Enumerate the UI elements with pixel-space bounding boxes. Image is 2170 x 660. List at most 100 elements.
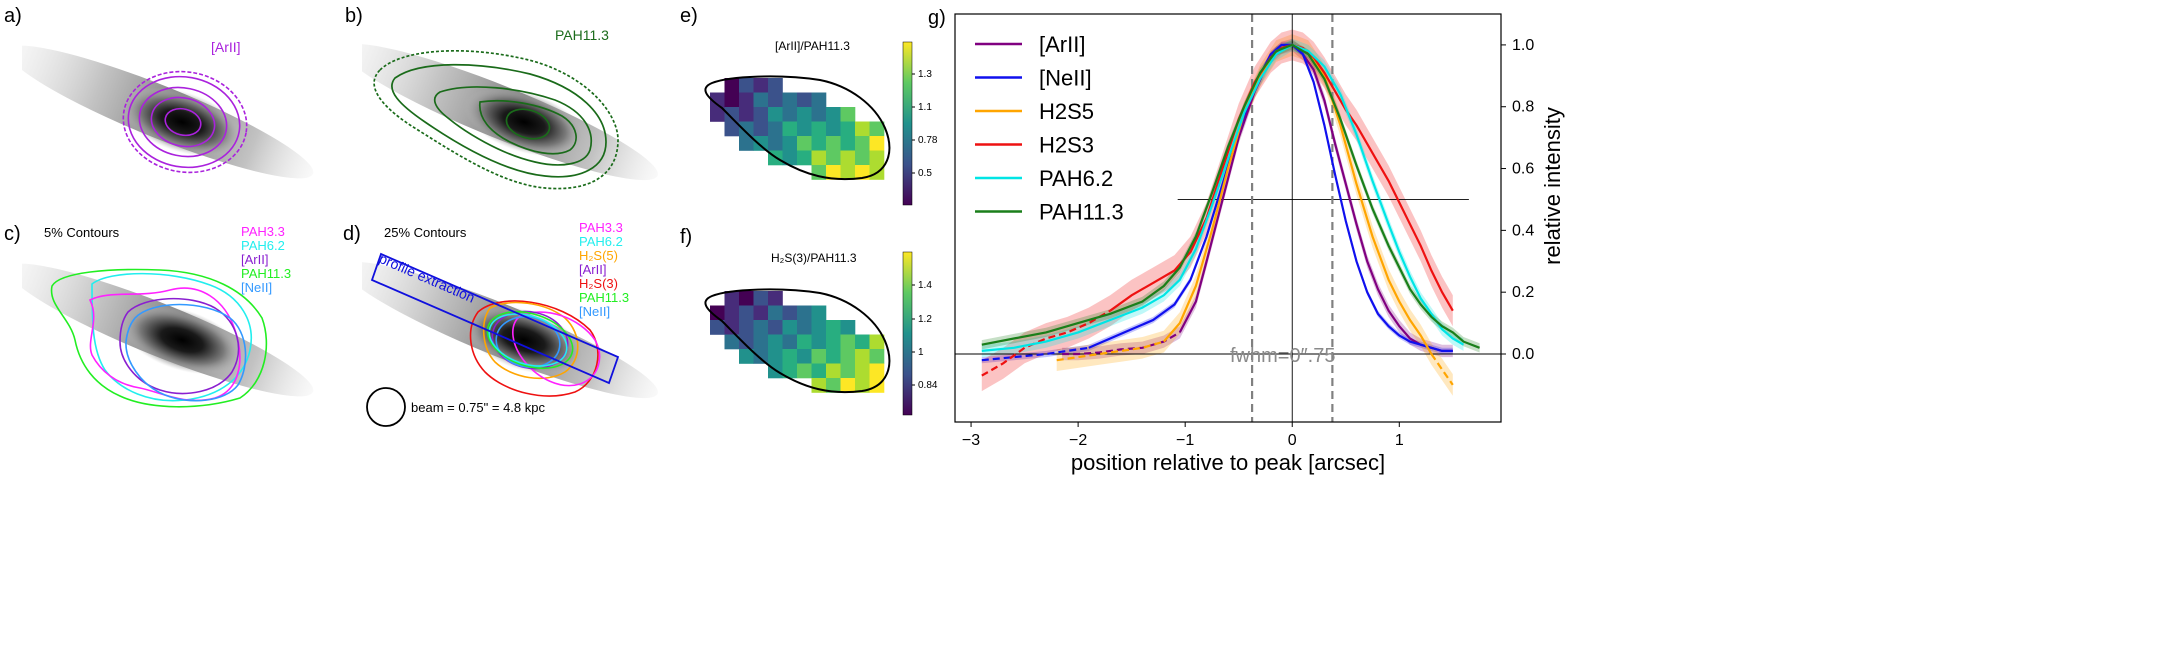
ratio-map-pixel (840, 363, 856, 379)
ratio-map-pixel (739, 136, 754, 151)
panel-b-line-label: PAH11.3 (555, 27, 609, 43)
ratio-map-pixel (797, 150, 812, 166)
ratio-map-pixel (782, 150, 798, 166)
band-H2S5 (1056, 34, 1453, 396)
panel-a: a) [ArII] (4, 5, 314, 179)
panel-a-line-label: [ArII] (211, 39, 241, 55)
ratio-map-pixel (797, 107, 812, 122)
ratio-map-pixel (840, 320, 856, 335)
y-tick-label: 0.6 (1512, 161, 1534, 178)
legend-label: [NeII] (1039, 66, 1092, 91)
y-tick-label: 0.4 (1512, 222, 1534, 239)
ratio-map-pixel (855, 165, 870, 180)
ratio-map-pixel (768, 107, 783, 122)
ratio-map-pixel (724, 305, 740, 321)
ratio-map-pixel (811, 363, 827, 379)
ratio-map-pixel (739, 121, 754, 137)
ratio-map-pixel (797, 305, 812, 321)
panel-a-galaxy-image (22, 45, 314, 179)
ratio-map-pixel (811, 121, 827, 137)
panel-f-ratio-map (710, 291, 885, 393)
panel-c-legend-item: [NeII] (241, 280, 272, 295)
series-dashed-[NeII] (981, 346, 1089, 362)
panel-d-legend-item: [NeII] (579, 304, 610, 319)
panel-f: f) H₂S(3)/PAH11.3 1.4 1.2 1 0.84 (680, 226, 938, 416)
beam-circle (366, 387, 406, 427)
chart-axes: −3 −2 −1 0 1 0.0 0.2 0.4 0.6 0.8 1.0 (962, 37, 1534, 449)
ratio-map-pixel (840, 136, 856, 151)
legend-label: [ArII] (1039, 32, 1085, 57)
colorbar-tick: 0.5 (918, 168, 932, 179)
panel-d: profile extraction beam = 0.75" = 4.8 kp… (343, 220, 658, 427)
ratio-map-pixel (797, 92, 812, 108)
y-tick-label: 1.0 (1512, 37, 1534, 54)
ratio-map-pixel (826, 378, 841, 393)
panel-b: b) PAH11.3 (345, 5, 658, 190)
panel-f-label: f) (680, 226, 692, 248)
panel-c-contours (50, 268, 268, 408)
panel-f-colorbar (902, 251, 913, 416)
ratio-map-pixel (826, 349, 841, 364)
ratio-map-pixel (739, 291, 754, 306)
ratio-map-pixel (782, 349, 798, 364)
colorbar-tick: 1.2 (918, 314, 932, 325)
ratio-map-pixel (797, 121, 812, 137)
ratio-map-pixel (782, 334, 798, 350)
panel-f-outline (704, 288, 891, 394)
ratio-map-pixel (768, 291, 783, 306)
panel-e-title: [ArII]/PAH11.3 (775, 39, 850, 53)
panel-c: c) 5% Contours PAH3.3 PAH6.2 [ArII] PAH1… (4, 223, 314, 408)
ratio-map-pixel (797, 349, 812, 364)
ratio-map-pixel (840, 378, 856, 393)
ratio-map-pixel (739, 320, 754, 335)
panel-c-legend-item: PAH11.3 (241, 266, 291, 281)
ratio-map-pixel (811, 150, 827, 166)
ratio-map-pixel (753, 305, 769, 321)
ratio-map-pixel (753, 107, 769, 122)
ratio-map-pixel (739, 92, 754, 108)
ratio-map-pixel (826, 320, 841, 335)
contour-pah3-3 (88, 287, 241, 402)
panel-a-label: a) (4, 5, 22, 27)
legend-label: PAH6.2 (1039, 166, 1113, 191)
ratio-map-pixel (782, 305, 798, 321)
ratio-map-pixel (797, 334, 812, 350)
contour-h2s5 (482, 301, 579, 380)
panel-d-label: d) (343, 223, 361, 245)
ratio-map-pixel (739, 305, 754, 321)
colorbar-tick: 0.84 (918, 380, 938, 391)
panel-c-legend-item: PAH6.2 (241, 238, 285, 253)
ratio-map-pixel (782, 363, 798, 379)
ratio-map-pixel (724, 121, 740, 137)
panel-d-legend-item: PAH11.3 (579, 290, 629, 305)
panel-e-outline (704, 75, 891, 181)
panel-c-legend: PAH3.3 PAH6.2 [ArII] PAH11.3 [NeII] (241, 224, 291, 295)
ratio-map-pixel (724, 107, 740, 122)
ratio-map-pixel (782, 136, 798, 151)
ratio-map-pixel (811, 320, 827, 335)
panel-c-legend-item: [ArII] (241, 252, 268, 267)
ratio-map-pixel (724, 291, 740, 306)
x-tick-label: −1 (1176, 432, 1194, 449)
ratio-map-pixel (768, 320, 783, 335)
ratio-map-pixel (753, 320, 769, 335)
series-line-PAH11.3 (981, 43, 1480, 349)
panel-d-legend-item: PAH3.3 (579, 220, 623, 235)
ratio-map-pixel (768, 349, 783, 364)
contour-neon (495, 315, 561, 369)
contour-pah11-3 (50, 268, 268, 408)
panel-g: g) −3 −2 −1 0 1 0.0 0.2 0.4 0.6 0.8 1.0 fwhm=0″.75… (928, 7, 1565, 475)
ratio-map-pixel (710, 305, 725, 321)
ratio-map-pixel (753, 334, 769, 350)
profile-extraction-box (370, 252, 620, 385)
ratio-map-pixel (855, 363, 870, 379)
panel-f-colorbar-ticks: 1.4 1.2 1 0.84 (912, 280, 938, 391)
ratio-map-pixel (840, 349, 856, 364)
ratio-map-pixel (869, 334, 885, 350)
ratio-map-pixel (855, 150, 870, 166)
series-dashed-end-H2S5 (1430, 353, 1454, 386)
ratio-map-pixel (811, 107, 827, 122)
ratio-map-pixel (869, 136, 885, 151)
panel-e-label: e) (680, 5, 698, 27)
ratio-map-pixel (797, 136, 812, 151)
